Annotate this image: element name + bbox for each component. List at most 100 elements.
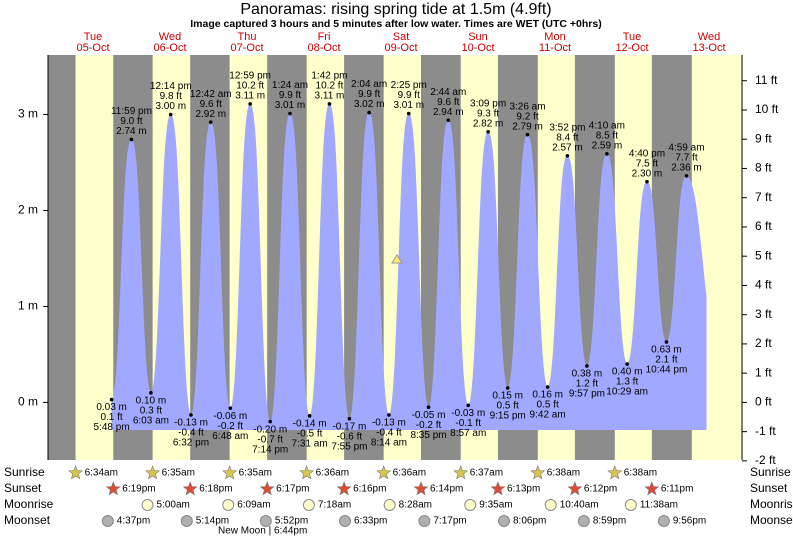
tide-height-m: 0.10 m bbox=[136, 395, 167, 406]
moonrise-icon bbox=[544, 499, 557, 511]
tide-height-ft: 7.7 ft bbox=[675, 153, 697, 164]
tide-time: 3:52 pm bbox=[549, 122, 585, 133]
moonset-icon bbox=[339, 515, 352, 527]
tide-height-ft: 9.9 ft bbox=[279, 90, 301, 101]
y-tick-label: 3 m bbox=[18, 107, 38, 121]
tide-time: 9:42 am bbox=[530, 410, 566, 421]
tide-height-m: -0.13 m bbox=[372, 418, 406, 429]
astro-time: 6:36am bbox=[393, 468, 426, 479]
tide-height-m: 3.00 m bbox=[155, 101, 186, 112]
current-marker bbox=[391, 254, 403, 264]
day-date: 10-Oct bbox=[461, 42, 494, 54]
tide-point bbox=[525, 132, 530, 137]
tide-height-m: 0.38 m bbox=[572, 369, 603, 380]
astro-time: 5:52pm bbox=[275, 516, 308, 527]
tide-point bbox=[664, 340, 669, 344]
row-label: Moonrise bbox=[4, 497, 54, 511]
tide-time: 7:14 pm bbox=[252, 444, 288, 455]
tide-height-ft: -0.5 ft bbox=[297, 428, 323, 439]
tide-time: 12:59 pm bbox=[229, 71, 271, 82]
tide-time: 9:57 pm bbox=[569, 389, 605, 400]
tide-height-ft: -0.4 ft bbox=[376, 428, 402, 439]
astro-time: 6:11pm bbox=[661, 484, 694, 495]
tide-point bbox=[248, 102, 252, 106]
tide-time: 1:24 am bbox=[272, 80, 308, 91]
row-label: Sunset bbox=[750, 481, 788, 495]
tide-height-ft: -0.1 ft bbox=[455, 418, 481, 429]
day-name: Sat bbox=[393, 31, 410, 43]
tide-height-ft: 9.9 ft bbox=[398, 90, 420, 101]
sun-icon bbox=[105, 481, 121, 496]
tide-height-m: -0.17 m bbox=[332, 421, 366, 432]
tide-height-m: -0.03 m bbox=[451, 408, 485, 419]
day-date: 11-Oct bbox=[539, 42, 571, 54]
y2-tick-label: -2 ft bbox=[755, 453, 776, 467]
moonrise-icon bbox=[222, 499, 235, 511]
chart-subtitle: Image captured 3 hours and 5 minutes aft… bbox=[190, 18, 601, 30]
tide-time: 12:14 pm bbox=[150, 81, 192, 92]
sun-icon bbox=[299, 465, 315, 480]
day-name: Wed bbox=[698, 31, 720, 43]
row-label: Sunrise bbox=[4, 465, 45, 479]
y2-tick-label: 8 ft bbox=[755, 161, 772, 175]
y2-tick-label: 0 ft bbox=[755, 395, 772, 409]
tide-height-m: 2.92 m bbox=[195, 109, 226, 120]
tide-height-ft: 0.1 ft bbox=[100, 412, 122, 423]
tide-point bbox=[208, 120, 213, 124]
tide-height-ft: 9.6 ft bbox=[437, 97, 459, 108]
astro-time: 6:37am bbox=[470, 468, 503, 479]
tide-height-ft: 8.5 ft bbox=[596, 130, 618, 141]
row-label: Moonset bbox=[4, 513, 51, 527]
astro-time: 6:33pm bbox=[354, 516, 387, 527]
tide-point bbox=[347, 416, 352, 421]
astro-time: 6:14pm bbox=[430, 484, 463, 495]
astro-time: 6:38am bbox=[547, 468, 580, 479]
tide-height-m: 2.30 m bbox=[632, 168, 663, 179]
tide-height-ft: 0.3 ft bbox=[140, 405, 162, 416]
tide-time: 10:44 pm bbox=[646, 365, 688, 376]
tide-height-m: 0.16 m bbox=[532, 390, 563, 401]
sun-icon bbox=[259, 481, 275, 496]
tide-height-ft: -0.7 ft bbox=[257, 434, 283, 445]
tide-point bbox=[149, 391, 153, 395]
astro-time: 9:35am bbox=[479, 500, 512, 511]
tide-height-m: -0.14 m bbox=[293, 418, 327, 429]
y2-tick-label: 9 ft bbox=[755, 131, 772, 145]
tide-height-ft: 0.5 ft bbox=[497, 401, 519, 412]
astro-time: 6:36am bbox=[316, 468, 349, 479]
y-tick-label: 1 m bbox=[18, 299, 38, 313]
y2-tick-label: 6 ft bbox=[755, 219, 772, 233]
tide-height-ft: -0.6 ft bbox=[337, 431, 363, 442]
tide-point bbox=[426, 405, 431, 410]
tide-height-ft: 1.3 ft bbox=[616, 377, 638, 388]
tide-point bbox=[625, 362, 629, 366]
tide-height-m: 0.40 m bbox=[612, 367, 643, 378]
tide-height-m: -0.05 m bbox=[412, 410, 446, 421]
y2-tick-label: 7 ft bbox=[755, 190, 772, 204]
moonset-icon bbox=[577, 515, 590, 527]
tide-point bbox=[387, 413, 391, 417]
tide-height-m: 2.82 m bbox=[473, 118, 504, 129]
sun-icon bbox=[530, 465, 546, 480]
day-date: 06-Oct bbox=[153, 42, 186, 54]
astro-time: 8:28am bbox=[399, 500, 432, 511]
tide-height-ft: 9.3 ft bbox=[477, 108, 499, 119]
tide-point bbox=[268, 419, 273, 424]
day-date: 08-Oct bbox=[307, 42, 340, 54]
astro-time: 9:56pm bbox=[673, 516, 706, 527]
sun-icon bbox=[644, 481, 660, 496]
tide-height-m: 2.36 m bbox=[671, 163, 702, 174]
astro-time: 5:14pm bbox=[196, 516, 229, 527]
sun-icon bbox=[567, 481, 583, 496]
moonrise-icon bbox=[383, 499, 396, 511]
y2-tick-label: 5 ft bbox=[755, 248, 772, 262]
moonset-icon bbox=[497, 515, 510, 527]
moonrise-icon bbox=[302, 499, 315, 511]
y2-tick-label: 4 ft bbox=[755, 278, 772, 292]
sun-icon bbox=[222, 465, 238, 480]
tide-time: 7:31 am bbox=[292, 438, 328, 449]
tide-time: 1:42 pm bbox=[311, 71, 347, 82]
tide-height-m: 2.74 m bbox=[116, 126, 147, 137]
tide-height-m: 3.01 m bbox=[275, 100, 306, 111]
